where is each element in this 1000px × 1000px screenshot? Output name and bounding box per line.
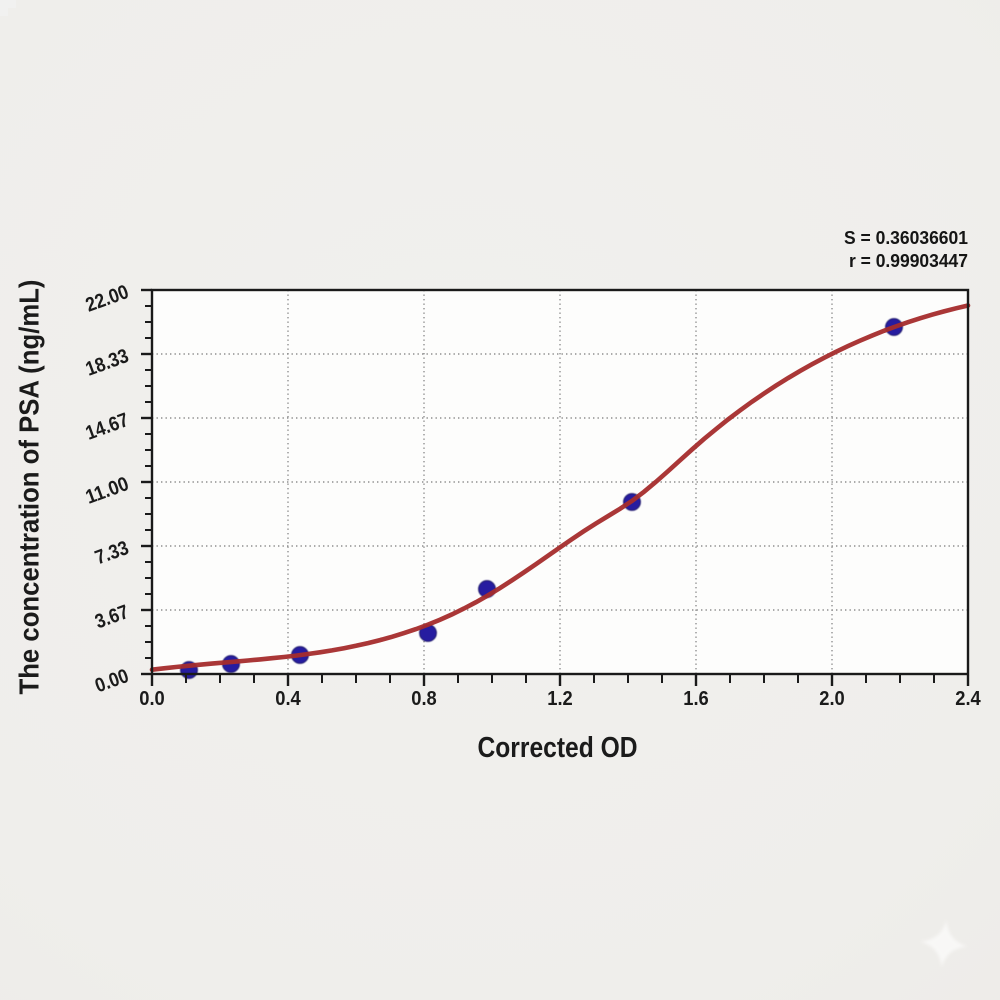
svg-text:2.4: 2.4 [955,687,981,710]
svg-text:0.8: 0.8 [411,687,437,710]
svg-text:2.0: 2.0 [819,687,845,710]
svg-text:1.6: 1.6 [683,687,709,710]
svg-text:Corrected OD: Corrected OD [478,732,638,764]
svg-text:0.4: 0.4 [275,687,301,710]
svg-text:r = 0.99903447: r = 0.99903447 [849,250,968,271]
svg-text:S = 0.36036601: S = 0.36036601 [844,227,968,248]
svg-text:1.2: 1.2 [547,687,573,710]
svg-text:The concentration of PSA (ng/m: The concentration of PSA (ng/mL) [14,280,45,695]
svg-text:0.0: 0.0 [139,687,165,710]
